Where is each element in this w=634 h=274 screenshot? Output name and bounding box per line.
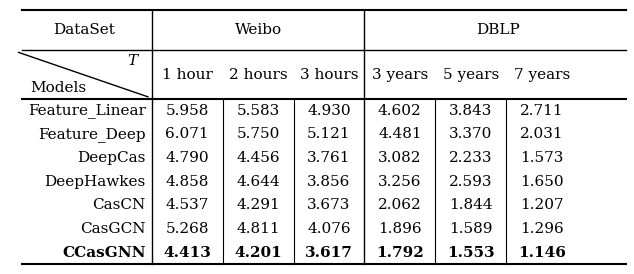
Text: 3 hours: 3 hours bbox=[300, 68, 358, 82]
Text: 3.843: 3.843 bbox=[449, 104, 493, 118]
Text: Feature_Linear: Feature_Linear bbox=[28, 103, 146, 118]
Text: 3.856: 3.856 bbox=[307, 175, 351, 189]
Text: 1.844: 1.844 bbox=[449, 198, 493, 212]
Text: 1.207: 1.207 bbox=[520, 198, 564, 212]
Text: 5.958: 5.958 bbox=[165, 104, 209, 118]
Text: 3.256: 3.256 bbox=[378, 175, 422, 189]
Text: 5.583: 5.583 bbox=[236, 104, 280, 118]
Text: CasGCN: CasGCN bbox=[80, 222, 146, 236]
Text: 7 years: 7 years bbox=[514, 68, 570, 82]
Text: 2 hours: 2 hours bbox=[229, 68, 287, 82]
Text: 4.858: 4.858 bbox=[165, 175, 209, 189]
Text: 1.553: 1.553 bbox=[447, 246, 495, 260]
Text: 4.930: 4.930 bbox=[307, 104, 351, 118]
Text: 1.589: 1.589 bbox=[449, 222, 493, 236]
Text: 3.761: 3.761 bbox=[307, 151, 351, 165]
Text: 1.296: 1.296 bbox=[520, 222, 564, 236]
Text: 2.711: 2.711 bbox=[520, 104, 564, 118]
Text: 4.076: 4.076 bbox=[307, 222, 351, 236]
Text: Models: Models bbox=[30, 81, 86, 95]
Text: 3.082: 3.082 bbox=[378, 151, 422, 165]
Text: 5.750: 5.750 bbox=[236, 127, 280, 141]
Text: 3 years: 3 years bbox=[372, 68, 428, 82]
Text: 5.268: 5.268 bbox=[165, 222, 209, 236]
Text: 1.573: 1.573 bbox=[520, 151, 564, 165]
Text: 4.644: 4.644 bbox=[236, 175, 280, 189]
Text: 6.071: 6.071 bbox=[165, 127, 209, 141]
Text: 2.233: 2.233 bbox=[449, 151, 493, 165]
Text: 4.456: 4.456 bbox=[236, 151, 280, 165]
Text: 4.602: 4.602 bbox=[378, 104, 422, 118]
Text: DeepCas: DeepCas bbox=[77, 151, 146, 165]
Text: 5 years: 5 years bbox=[443, 68, 499, 82]
Text: 1.146: 1.146 bbox=[518, 246, 566, 260]
Text: 4.481: 4.481 bbox=[378, 127, 422, 141]
Text: DBLP: DBLP bbox=[477, 23, 521, 37]
Text: 3.370: 3.370 bbox=[449, 127, 493, 141]
Text: 4.537: 4.537 bbox=[165, 198, 209, 212]
Text: 4.790: 4.790 bbox=[165, 151, 209, 165]
Text: 4.413: 4.413 bbox=[163, 246, 211, 260]
Text: 2.031: 2.031 bbox=[520, 127, 564, 141]
Text: 1.896: 1.896 bbox=[378, 222, 422, 236]
Text: 1 hour: 1 hour bbox=[162, 68, 212, 82]
Text: 4.201: 4.201 bbox=[234, 246, 282, 260]
Text: 2.593: 2.593 bbox=[449, 175, 493, 189]
Text: 4.811: 4.811 bbox=[236, 222, 280, 236]
Text: 5.121: 5.121 bbox=[307, 127, 351, 141]
Text: 1.650: 1.650 bbox=[520, 175, 564, 189]
Text: 4.291: 4.291 bbox=[236, 198, 280, 212]
Text: Weibo: Weibo bbox=[235, 23, 281, 37]
Text: 3.673: 3.673 bbox=[307, 198, 351, 212]
Text: DataSet: DataSet bbox=[53, 23, 115, 37]
Text: CCasGNN: CCasGNN bbox=[62, 246, 146, 260]
Text: 3.617: 3.617 bbox=[305, 246, 353, 260]
Text: CasCN: CasCN bbox=[93, 198, 146, 212]
Text: 1.792: 1.792 bbox=[376, 246, 424, 260]
Text: T: T bbox=[127, 54, 137, 68]
Text: 2.062: 2.062 bbox=[378, 198, 422, 212]
Text: Feature_Deep: Feature_Deep bbox=[38, 127, 146, 142]
Text: DeepHawkes: DeepHawkes bbox=[44, 175, 146, 189]
